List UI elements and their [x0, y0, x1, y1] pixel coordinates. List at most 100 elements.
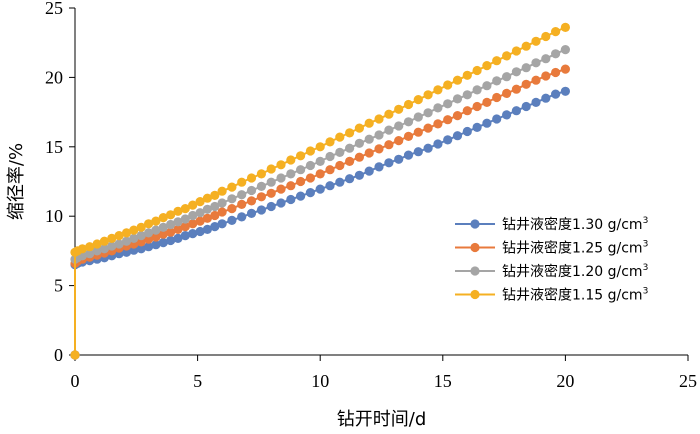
data-point [266, 164, 276, 174]
data-point [210, 201, 220, 212]
legend-marker [470, 289, 480, 300]
series-3 [70, 45, 571, 360]
data-point [482, 81, 492, 91]
data-point [335, 132, 345, 142]
data-point [325, 151, 335, 162]
data-point [85, 242, 95, 252]
x-tick-label: 5 [193, 371, 202, 391]
data-point [296, 151, 306, 161]
data-point [403, 117, 414, 127]
legend-label: 钻井液密度1.25 g/cm3 [502, 240, 648, 257]
data-point [315, 184, 325, 194]
data-point [502, 110, 512, 120]
legend-label: 钻井液密度1.30 g/cm3 [502, 216, 648, 233]
data-point [107, 241, 117, 251]
data-point [107, 233, 117, 243]
data-point [144, 228, 154, 238]
data-point [266, 201, 276, 212]
data-point [286, 169, 296, 179]
data-point [144, 219, 154, 229]
data-point [354, 138, 364, 148]
data-point [173, 206, 183, 216]
data-point [237, 212, 247, 222]
data-point [121, 228, 132, 238]
data-point [560, 45, 571, 55]
data-point [136, 222, 146, 232]
data-point [158, 213, 168, 223]
data-point [374, 144, 384, 154]
data-point [70, 350, 80, 360]
data-point [452, 75, 463, 85]
data-point [374, 162, 384, 172]
data-point [136, 244, 146, 254]
data-point [394, 136, 404, 146]
data-point [246, 185, 257, 196]
data-point [551, 49, 561, 59]
data-point [521, 79, 531, 89]
data-point [384, 140, 394, 150]
data-point [85, 249, 95, 259]
data-point [462, 90, 472, 100]
data-point [92, 239, 102, 249]
data-point [403, 150, 414, 160]
x-tick-label: 15 [434, 371, 452, 391]
data-point [472, 122, 482, 132]
data-point [511, 67, 521, 77]
data-point [286, 194, 296, 205]
data-point [151, 225, 161, 235]
data-point [551, 67, 561, 78]
data-point [266, 177, 276, 187]
data-point [217, 219, 227, 229]
data-point [195, 216, 205, 226]
data-point [492, 76, 502, 86]
data-point [173, 224, 183, 234]
data-point [413, 147, 423, 157]
data-point [227, 194, 237, 204]
data-point [256, 181, 266, 191]
data-point [472, 65, 482, 76]
data-point [541, 31, 551, 42]
legend-marker [470, 266, 480, 276]
data-point [560, 22, 571, 32]
legend-marker [470, 242, 480, 253]
data-point [413, 127, 423, 137]
data-point [99, 236, 109, 246]
data-point [151, 240, 161, 250]
data-point [551, 27, 561, 37]
data-point [423, 123, 433, 133]
data-point [166, 235, 176, 246]
data-point [99, 244, 109, 254]
data-point [364, 118, 374, 128]
data-point [335, 147, 345, 157]
data-point [560, 86, 571, 96]
data-point [345, 128, 355, 138]
data-point [114, 231, 124, 241]
data-point [482, 97, 492, 107]
series-2 [70, 64, 571, 360]
data-point [246, 196, 257, 206]
data-point [443, 135, 453, 145]
data-point [296, 176, 306, 187]
data-point [129, 233, 139, 243]
data-point [266, 188, 276, 198]
data-point [443, 80, 453, 90]
data-point [325, 165, 335, 175]
data-point [237, 190, 247, 200]
data-point [354, 152, 364, 162]
data-point [256, 205, 266, 215]
data-point [394, 121, 404, 131]
data-point [144, 242, 154, 252]
data-point [296, 165, 306, 175]
data-point [276, 184, 286, 194]
data-point [276, 160, 286, 170]
data-point [403, 131, 414, 141]
data-point [521, 41, 531, 51]
data-point [403, 99, 414, 110]
data-point [195, 208, 205, 218]
data-point [237, 177, 247, 187]
data-point [423, 90, 433, 100]
data-point [158, 238, 168, 248]
data-point [180, 231, 190, 241]
data-point [305, 173, 315, 183]
